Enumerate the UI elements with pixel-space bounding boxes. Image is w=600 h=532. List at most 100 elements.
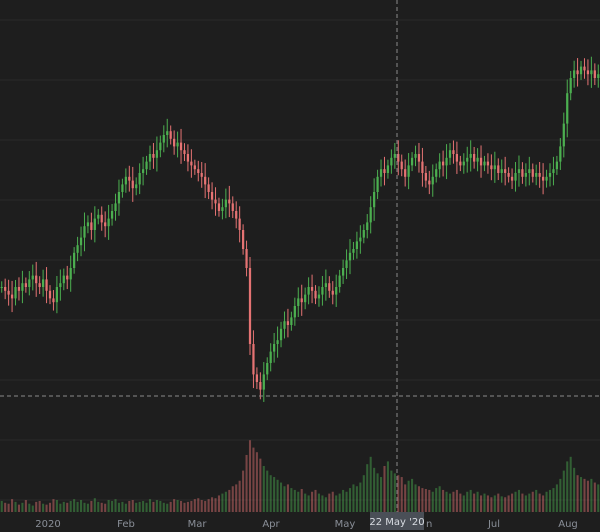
volume-bar bbox=[473, 493, 476, 512]
candle-down bbox=[131, 180, 134, 189]
volume-bar bbox=[311, 491, 314, 512]
candle-up bbox=[548, 173, 552, 177]
candle-down bbox=[210, 192, 214, 200]
volume-bar bbox=[111, 500, 114, 512]
volume-bar bbox=[376, 473, 379, 512]
volume-bar bbox=[162, 502, 165, 512]
volume-bar bbox=[524, 495, 527, 512]
candle-down bbox=[169, 131, 172, 139]
volume-bar bbox=[400, 477, 403, 512]
candle-up bbox=[304, 294, 307, 303]
volume-bar bbox=[404, 484, 407, 512]
volume-bar bbox=[445, 491, 448, 512]
candle-up bbox=[369, 207, 372, 223]
candle-down bbox=[38, 283, 41, 287]
volume-bar bbox=[538, 493, 541, 512]
volume-bar bbox=[48, 502, 52, 512]
candle-up bbox=[110, 211, 114, 219]
candle-down bbox=[183, 150, 186, 154]
candle-down bbox=[200, 173, 203, 177]
volume-bar bbox=[114, 499, 117, 512]
volume-bar bbox=[566, 461, 569, 512]
candle-up bbox=[166, 131, 169, 135]
candle-down bbox=[252, 344, 255, 375]
volume-bar bbox=[490, 497, 493, 512]
volume-bar bbox=[355, 486, 358, 512]
candle-up bbox=[545, 176, 548, 181]
candle-up bbox=[552, 169, 555, 173]
volume-bar bbox=[207, 499, 210, 512]
candle-up bbox=[117, 192, 121, 204]
volume-bar bbox=[586, 480, 589, 512]
candle-up bbox=[528, 169, 531, 173]
volume-bar bbox=[21, 502, 24, 512]
volume-bar bbox=[528, 493, 531, 512]
volume-bar bbox=[59, 503, 62, 512]
candle-up bbox=[573, 70, 576, 78]
volume-bar bbox=[180, 500, 183, 512]
volume-bar bbox=[545, 491, 548, 512]
candle-up bbox=[293, 306, 296, 318]
volume-bar bbox=[28, 503, 31, 512]
candle-up bbox=[386, 165, 390, 173]
candle-up bbox=[597, 74, 600, 78]
volume-bar bbox=[159, 500, 162, 512]
volume-bar bbox=[338, 493, 341, 512]
candle-up bbox=[362, 230, 365, 238]
candle-up bbox=[566, 93, 569, 124]
candle-down bbox=[479, 157, 483, 166]
candle-down bbox=[383, 169, 386, 173]
volume-bar bbox=[204, 500, 207, 512]
volume-bar bbox=[483, 493, 486, 512]
volume-bar bbox=[128, 500, 131, 512]
volume-bar bbox=[331, 491, 334, 512]
volume-bar bbox=[597, 484, 600, 512]
volume-bar bbox=[66, 502, 69, 512]
candle-up bbox=[348, 252, 352, 261]
candle-up bbox=[335, 287, 338, 295]
volume-bar bbox=[38, 500, 41, 512]
candle-down bbox=[504, 169, 507, 173]
volume-bar bbox=[511, 493, 514, 512]
volume-bar bbox=[431, 491, 434, 512]
candle-up bbox=[469, 154, 472, 158]
candle-up bbox=[141, 169, 145, 173]
candle-up bbox=[79, 237, 83, 246]
volume-bar bbox=[148, 499, 152, 512]
candle-up bbox=[86, 222, 90, 227]
candle-up bbox=[41, 279, 45, 287]
volume-bar bbox=[197, 498, 200, 512]
volume-bar bbox=[583, 478, 586, 512]
candle-down bbox=[4, 287, 7, 291]
candle-down bbox=[35, 275, 38, 284]
candle-up bbox=[290, 317, 293, 325]
x-tick-label: Mar bbox=[188, 519, 208, 530]
crosshair-date-label: 22 May '20 bbox=[369, 517, 424, 528]
volume-bar bbox=[486, 495, 489, 512]
volume-bar bbox=[359, 482, 362, 512]
volume-bar bbox=[438, 486, 441, 512]
volume-bar bbox=[590, 478, 593, 512]
volume-bar bbox=[86, 503, 89, 512]
candle-down bbox=[459, 161, 462, 166]
volume-bar bbox=[173, 499, 176, 512]
candle-up bbox=[155, 150, 159, 158]
candle-up bbox=[379, 169, 383, 177]
candle-down bbox=[421, 161, 424, 173]
candle-up bbox=[276, 340, 279, 344]
volume-bar bbox=[121, 501, 124, 512]
candle-up bbox=[162, 135, 165, 143]
volume-bar bbox=[373, 467, 376, 512]
volume-bar bbox=[335, 495, 338, 512]
candle-down bbox=[441, 161, 445, 166]
volume-bar bbox=[342, 489, 345, 512]
candle-down bbox=[538, 173, 541, 177]
candle-down bbox=[66, 275, 69, 280]
candle-down bbox=[24, 283, 27, 287]
volume-bar bbox=[107, 500, 110, 512]
candle-down bbox=[197, 169, 200, 173]
candle-down bbox=[486, 161, 490, 166]
